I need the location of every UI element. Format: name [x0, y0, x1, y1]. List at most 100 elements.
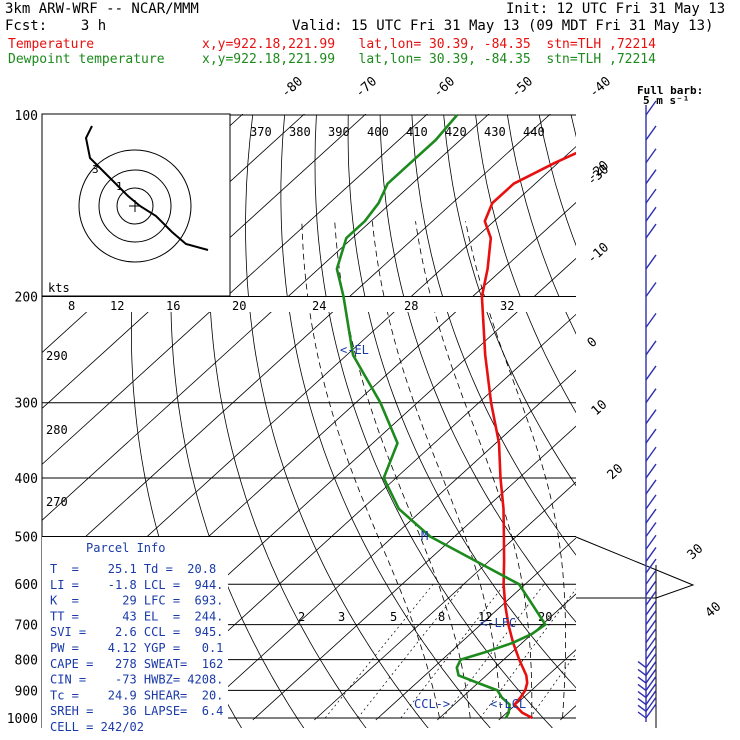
dewpoint-curve — [335, 114, 547, 719]
wind-barb — [645, 148, 657, 164]
theta-label: 370 — [250, 125, 272, 139]
wind-barb — [645, 636, 657, 652]
dry-adiabat-line — [347, 114, 576, 689]
parcel-info-row: CIN = -73 HWBZ= 4208. — [50, 673, 223, 687]
wind-barb — [637, 676, 647, 684]
isotherm-line — [191, 369, 576, 721]
parcel-marker-lcl: <-LCL — [490, 697, 526, 711]
init-time: Init: 12 UTC Fri 31 May 13 — [506, 1, 726, 17]
wind-barb — [645, 628, 657, 644]
moist-adiabat-line — [301, 221, 440, 719]
dry-adiabat-line — [475, 114, 576, 414]
parcel-info-row: T = 25.1 Td = 20.8 — [50, 562, 216, 576]
parcel-info-row: CELL = 242/02 — [50, 720, 144, 734]
wind-barbs — [637, 100, 657, 722]
valid-time: Valid: 15 UTC Fri 31 May 13 (09 MDT Fri … — [292, 18, 714, 34]
wind-barb — [645, 365, 657, 381]
wind-barb — [645, 522, 657, 537]
pressure-tick-label: 400 — [15, 472, 38, 487]
pressure-tick-label: 1000 — [7, 712, 38, 727]
wind-barb — [637, 661, 647, 669]
wind-barb — [645, 534, 657, 550]
wind-barb — [645, 690, 657, 705]
wind-barb — [645, 188, 657, 204]
mixing-ratio-line — [529, 652, 576, 719]
hodograph-speed-label: 28 — [404, 299, 418, 313]
parcel-marker-lfc: <-LFC — [480, 616, 516, 630]
wind-barb — [645, 282, 657, 297]
wind-barb — [645, 619, 657, 635]
parcel-info-row: CAPE = 278 SWEAT= 162 — [50, 657, 223, 671]
wind-barb — [645, 254, 657, 270]
parcel-info-row: PW = 4.12 YGP = 0.1 — [50, 641, 223, 655]
forecast-hour: Fcst: 3 h — [5, 18, 107, 34]
isotherm-label: -10 — [585, 240, 612, 267]
theta-label: 430 — [484, 125, 506, 139]
wind-barb — [645, 206, 657, 222]
theta-label: 290 — [46, 349, 68, 363]
full-barb-legend: Full barb: — [637, 84, 703, 97]
theta-label: 280 — [46, 423, 68, 437]
svg-text:1: 1 — [116, 180, 123, 193]
dry-adiabat-line — [379, 114, 576, 623]
wind-barb — [645, 463, 657, 479]
parcel-levels: <-LCL CCL-> <-LFC <-EL M — [340, 343, 526, 711]
mixing-ratio-line — [324, 583, 434, 719]
wind-barb — [637, 711, 647, 719]
isotherm-label: -50 — [509, 74, 536, 101]
dry-adiabat-line — [411, 114, 576, 556]
hodograph-speed-label: 12 — [110, 299, 124, 313]
wind-barb — [645, 645, 657, 660]
dry-adiabat-line — [635, 115, 740, 731]
wind-barb — [645, 696, 657, 712]
mixing-ratio-label: 2 — [298, 610, 305, 624]
parcel-marker-el: <-EL — [340, 343, 369, 357]
wind-barb — [645, 100, 657, 116]
theta-label: 390 — [328, 125, 350, 139]
pressure-tick-label: 900 — [15, 684, 38, 699]
parcel-info-title: Parcel Info — [86, 541, 165, 555]
wind-barb — [645, 600, 657, 616]
dewpoint-legend-label: Dewpoint temperature — [8, 52, 165, 67]
pressure-tick-label: 700 — [15, 619, 38, 634]
theta-label: 380 — [289, 125, 311, 139]
wind-barb — [645, 653, 657, 669]
isotherm-line — [437, 593, 576, 721]
wind-barb — [637, 698, 647, 706]
hodograph-speed-label: 24 — [312, 299, 326, 313]
pressure-tick-label: 100 — [15, 109, 38, 124]
dry-adiabat-line — [730, 115, 740, 731]
parcel-info-box: Parcel Info T = 25.1 Td = 20.8 LI = -1.8 L… — [42, 537, 228, 734]
dry-adiabat-line — [245, 114, 429, 728]
isotherm-line — [375, 537, 576, 721]
hodograph: 3 1 — [41, 113, 231, 297]
wind-barb — [645, 340, 657, 356]
wind-barb — [645, 446, 657, 462]
dry-adiabat-line — [280, 114, 491, 728]
dewpoint-location-info: x,y=922.18,221.99 lat,lon= 30.39, -84.35… — [202, 52, 656, 67]
svg-text:3: 3 — [92, 163, 99, 176]
pressure-tick-label: 200 — [15, 291, 38, 306]
parcel-marker-m: M — [421, 529, 428, 543]
pressure-tick-label: 800 — [15, 654, 38, 669]
theta-label: 420 — [445, 125, 467, 139]
isotherm-label: -80 — [279, 74, 306, 101]
mixing-ratio-label: 5 — [390, 610, 397, 624]
pressure-tick-label: 600 — [15, 578, 38, 593]
dry-adiabat-line — [208, 114, 367, 728]
theta-label: 400 — [367, 125, 389, 139]
parcel-info-row: SVI = 2.6 CCL = 945. — [50, 625, 223, 639]
wind-barb — [645, 169, 657, 185]
theta-label: 410 — [406, 125, 428, 139]
moist-adiabat-line — [371, 221, 502, 719]
theta-label: 440 — [523, 125, 545, 139]
wind-barb — [637, 691, 647, 699]
dry-adiabat-line — [507, 114, 576, 335]
isotherm-line — [42, 114, 551, 577]
isotherm-label: 20 — [605, 461, 627, 483]
temperature-legend-label: Temperature — [8, 37, 95, 52]
isotherm-label: -60 — [431, 74, 458, 101]
model-title: 3km ARW-WRF -- NCAR/MMM — [5, 1, 199, 17]
wind-barb — [645, 479, 657, 495]
wind-barb — [645, 703, 657, 719]
